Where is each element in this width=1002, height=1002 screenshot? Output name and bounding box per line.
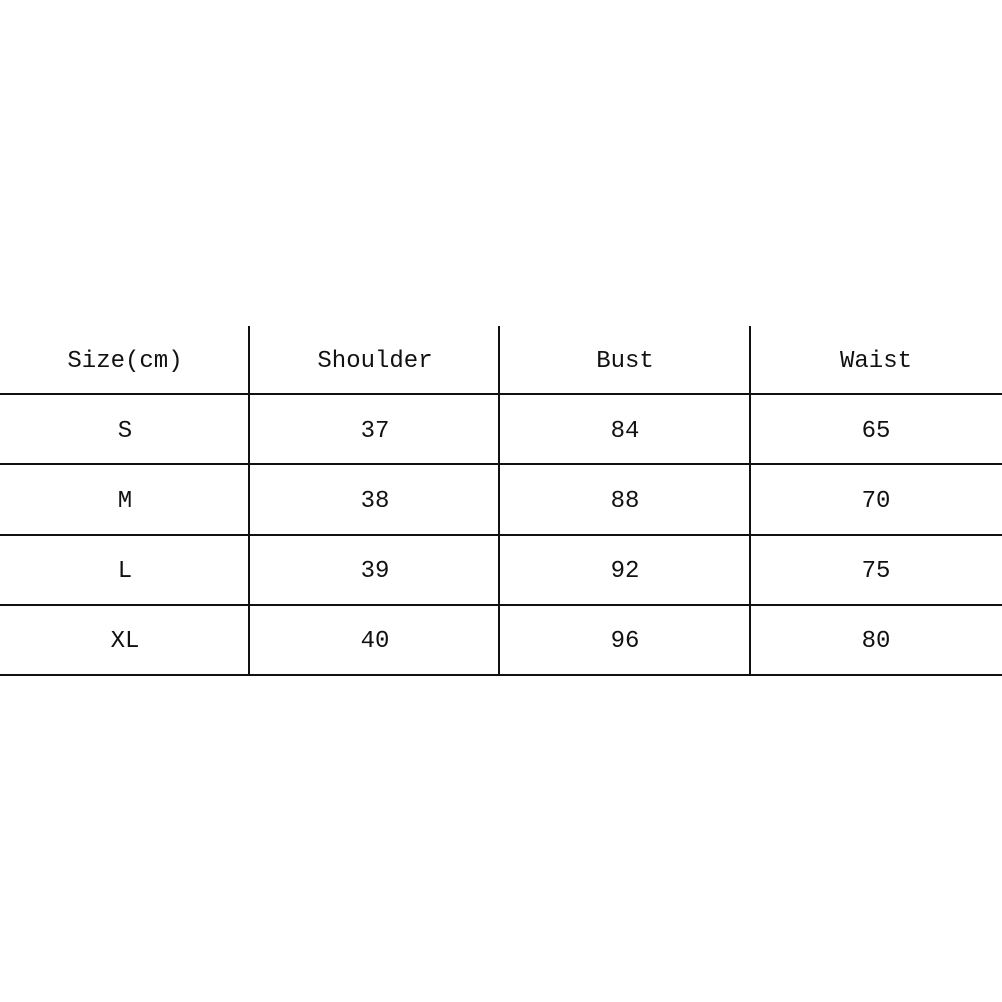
header-shoulder: Shoulder xyxy=(317,347,433,375)
header-bust: Bust xyxy=(596,347,654,375)
row-divider xyxy=(0,393,1002,395)
cell-bust: 84 xyxy=(610,417,640,445)
cell-size: M xyxy=(117,487,133,515)
column-divider xyxy=(248,326,250,676)
cell-waist: 80 xyxy=(861,627,891,655)
row-divider xyxy=(0,674,1002,676)
cell-shoulder: 39 xyxy=(360,557,390,585)
cell-size: L xyxy=(117,557,133,585)
cell-size: XL xyxy=(110,627,140,655)
cell-size: S xyxy=(117,417,133,445)
row-divider xyxy=(0,463,1002,465)
cell-bust: 88 xyxy=(610,487,640,515)
cell-bust: 96 xyxy=(610,627,640,655)
row-divider xyxy=(0,534,1002,536)
header-waist: Waist xyxy=(839,347,912,375)
cell-bust: 92 xyxy=(610,557,640,585)
column-divider xyxy=(498,326,500,676)
header-size: Size(cm) xyxy=(67,347,183,375)
column-divider xyxy=(749,326,751,676)
row-divider xyxy=(0,604,1002,606)
cell-shoulder: 37 xyxy=(360,417,390,445)
cell-waist: 75 xyxy=(861,557,891,585)
cell-waist: 65 xyxy=(861,417,891,445)
cell-shoulder: 38 xyxy=(360,487,390,515)
cell-waist: 70 xyxy=(861,487,891,515)
cell-shoulder: 40 xyxy=(360,627,390,655)
